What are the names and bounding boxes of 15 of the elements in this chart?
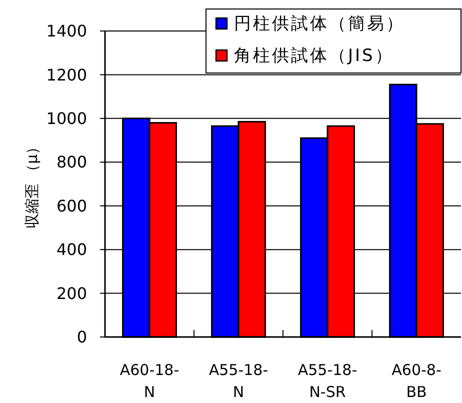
legend-label: 角柱供試体（JIS）	[234, 46, 394, 66]
y-tick-label: 0	[76, 328, 87, 347]
x-tick-label: A60-18-N	[120, 361, 180, 401]
x-tick-label: A55-18-N	[208, 361, 268, 401]
x-tick-label: A55-18-N-SR	[298, 361, 358, 401]
y-tick-label: 600	[56, 196, 87, 216]
y-tick-label: 1400	[46, 22, 87, 41]
y-axis-title: 収縮歪 （μ）	[23, 139, 41, 229]
y-tick-label: 200	[56, 284, 87, 303]
y-tick-label: 400	[56, 240, 87, 260]
x-tick-label: A60-8-BB	[392, 361, 442, 401]
y-tick-label: 1200	[46, 65, 87, 84]
legend-label: 円柱供試体（簡易）	[234, 14, 405, 34]
y-tick-label: 1000	[46, 109, 87, 128]
y-tick-label: 800	[56, 152, 87, 172]
